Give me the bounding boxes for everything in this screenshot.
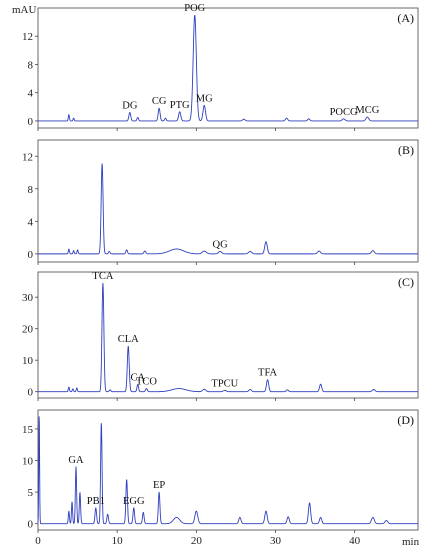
peak-label-ga: GA xyxy=(68,455,84,466)
panel-label: (C) xyxy=(398,275,414,289)
y-tick-label: 0 xyxy=(28,116,34,128)
peak-label-tpcu: TPCU xyxy=(211,378,238,389)
panel-frame xyxy=(37,139,419,263)
panel-label: (A) xyxy=(397,11,414,25)
y-tick-label: 8 xyxy=(28,184,34,196)
x-tick-label: 40 xyxy=(349,535,361,547)
peak-label-qg: QG xyxy=(212,239,228,250)
chromatogram-trace xyxy=(37,163,419,255)
chromatogram-trace xyxy=(37,15,419,122)
y-tick-label: 0 xyxy=(28,249,34,261)
panel-1: 0 4 8 12 QG (B) xyxy=(22,139,419,265)
x-tick-label: 30 xyxy=(270,535,282,547)
peak-label-pocg: POCG xyxy=(330,107,358,118)
peak-label-tfa: TFA xyxy=(258,368,277,379)
peak-label-pb1: PB1 xyxy=(87,496,105,507)
peak-label-ep: EP xyxy=(153,480,165,491)
x-tick-label: 10 xyxy=(112,535,124,547)
y-unit-label: mAU xyxy=(12,4,37,16)
y-tick-label: 8 xyxy=(28,59,34,71)
chromatogram-trace xyxy=(37,282,419,393)
peak-label-dg: DG xyxy=(122,100,138,111)
peak-label-ptg: PTG xyxy=(170,100,190,111)
y-tick-label: 20 xyxy=(22,324,34,336)
y-tick-label: 0 xyxy=(28,519,34,531)
y-tick-label: 4 xyxy=(28,216,34,228)
chromatogram-trace xyxy=(37,416,419,525)
y-tick-label: 12 xyxy=(22,31,33,43)
y-tick-label: 10 xyxy=(22,355,34,367)
peak-label-mcg: MCG xyxy=(355,105,379,116)
x-unit-label: min xyxy=(402,536,420,548)
y-tick-label: 5 xyxy=(28,487,34,499)
y-tick-label: 4 xyxy=(28,88,34,100)
peak-label-tco: TCO xyxy=(136,377,157,388)
panel-label: (B) xyxy=(398,143,414,157)
peak-label-egg: EGG xyxy=(123,496,145,507)
y-tick-label: 10 xyxy=(22,456,34,468)
peak-label-tca: TCA xyxy=(92,271,113,282)
panel-3: 0 5 10 15 GA PB1 EGG EP (D) 0 10 20 30 40 xyxy=(22,409,419,547)
peak-label-cla: CLA xyxy=(118,334,139,345)
y-tick-label: 0 xyxy=(28,387,34,399)
panel-label: (D) xyxy=(397,413,414,427)
peak-label-pog: POG xyxy=(184,3,205,14)
x-tick-label: 0 xyxy=(35,535,41,547)
peak-label-mg: MG xyxy=(196,93,213,104)
y-tick-label: 30 xyxy=(22,292,34,304)
y-tick-label: 15 xyxy=(22,424,34,436)
peak-label-cg: CG xyxy=(152,96,167,107)
panel-frame xyxy=(37,271,419,399)
panel-frame xyxy=(37,409,419,531)
panel-frame xyxy=(37,7,419,129)
peak-label-ca: CA xyxy=(130,372,145,383)
y-tick-label: 12 xyxy=(22,151,33,163)
x-tick-label: 20 xyxy=(191,535,203,547)
